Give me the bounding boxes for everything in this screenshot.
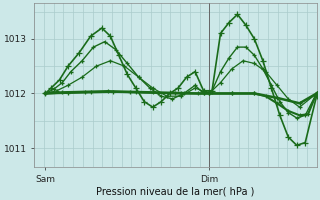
X-axis label: Pression niveau de la mer( hPa ): Pression niveau de la mer( hPa ) bbox=[96, 187, 254, 197]
